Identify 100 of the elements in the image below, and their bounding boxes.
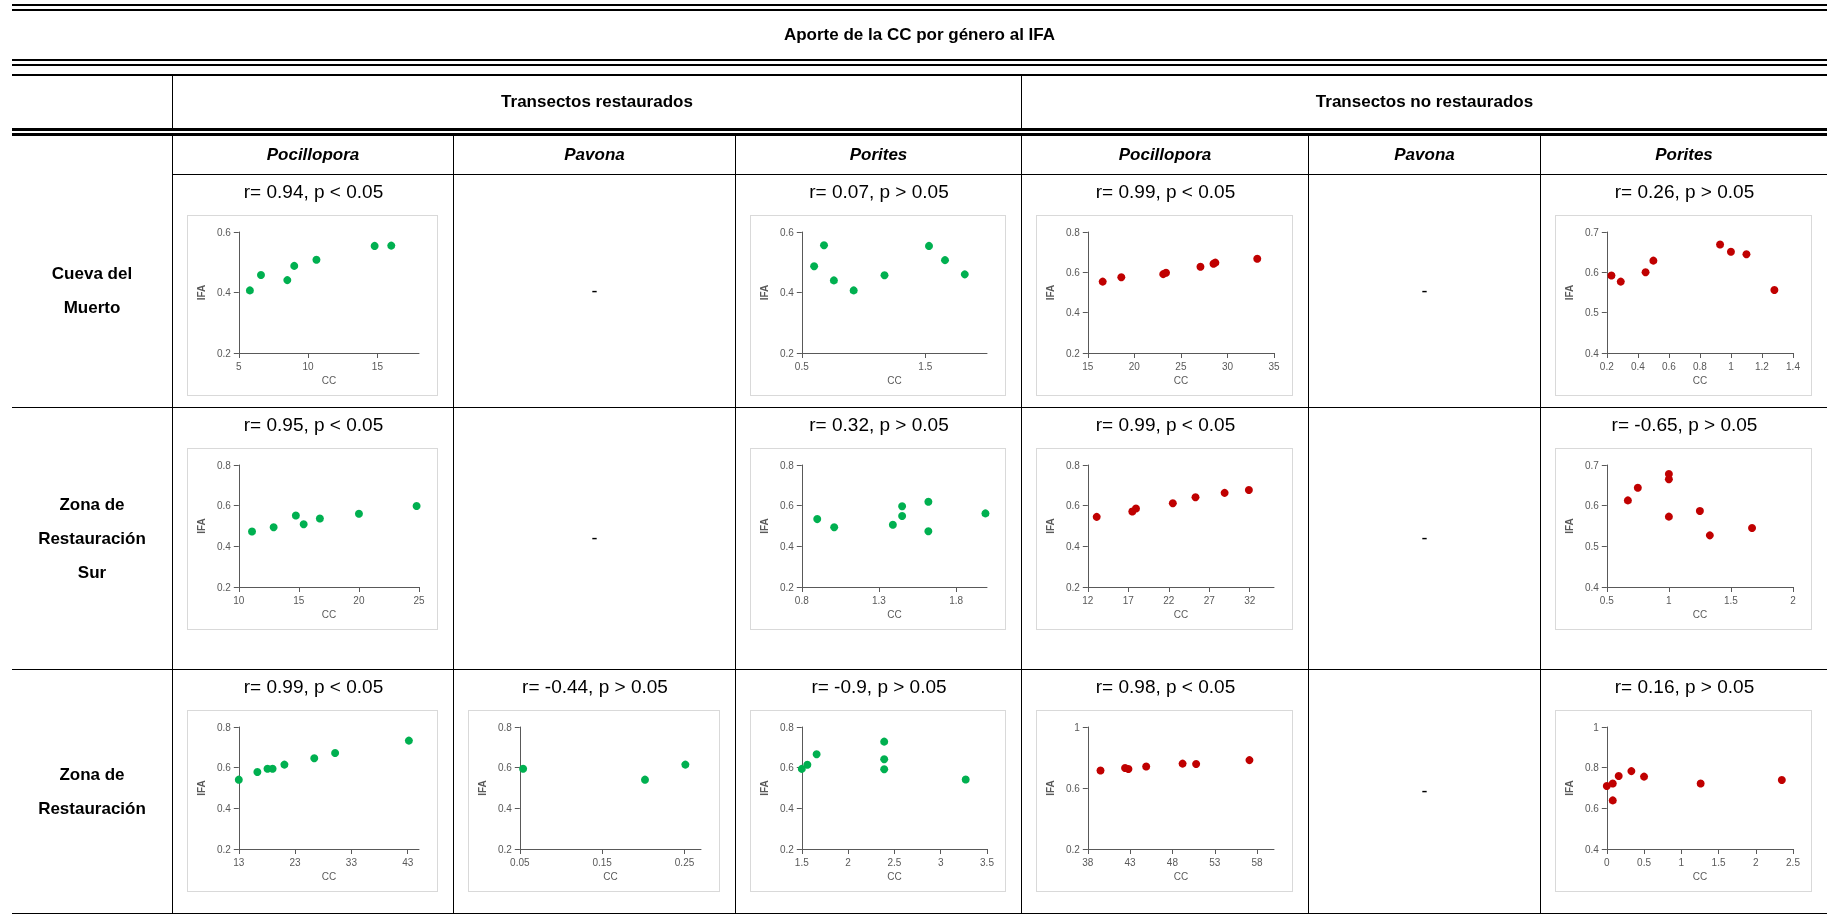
x-tick-label: 58	[1251, 856, 1264, 868]
y-axis-title: IFA	[758, 780, 770, 796]
x-axis-title: CC	[1692, 375, 1708, 387]
text: -	[1309, 408, 1540, 669]
y-tick-label: 0.6	[1584, 266, 1600, 278]
y-tick-label: 0.7	[1584, 226, 1600, 238]
x-tick-label: 2	[845, 856, 852, 868]
text: Porites	[1540, 136, 1827, 175]
y-tick-label: 0.2	[1065, 581, 1081, 593]
y-tick-label: 0.4	[1584, 347, 1600, 359]
y-tick-label: 0.8	[779, 459, 795, 471]
y-tick-label: 0.6	[216, 762, 232, 774]
y-tick-label: 0.4	[779, 287, 795, 298]
x-tick-label: 0.5	[1599, 594, 1615, 606]
x-tick-label: 1.4	[1786, 360, 1801, 372]
x-tick-label: 27	[1203, 594, 1216, 606]
y-axis-title: IFA	[476, 780, 488, 796]
x-axis-title: CC	[1173, 375, 1189, 387]
y-tick-label: 0.4	[216, 540, 232, 552]
y-tick-label: 0.6	[779, 500, 795, 512]
chart-title: r= 0.07, p > 0.05	[808, 181, 950, 204]
x-tick-label: 1.2	[1755, 360, 1770, 372]
x-tick-label: 0.5	[794, 360, 810, 372]
x-tick-label: 20	[353, 594, 365, 606]
x-tick-label: 32	[1244, 594, 1256, 606]
x-axis-title: CC	[1173, 609, 1189, 621]
text: Pavona	[1308, 136, 1540, 175]
y-axis-title: IFA	[1563, 518, 1575, 534]
x-axis-title: CC	[321, 871, 337, 883]
y-tick-label: 0.2	[216, 581, 232, 593]
y-tick-label: 0.4	[779, 802, 795, 814]
y-tick-label: 0.2	[779, 843, 795, 855]
x-axis-title: CC	[321, 609, 337, 621]
x-tick-label: 43	[402, 856, 414, 868]
y-tick-label: 0.8	[1065, 459, 1081, 471]
x-tick-label: 5	[236, 360, 243, 372]
y-axis-title: IFA	[758, 518, 770, 534]
y-tick-label: 0.4	[216, 802, 232, 814]
x-axis-title: CC	[1692, 871, 1708, 883]
x-tick-label: 20	[1128, 360, 1141, 372]
x-axis-title: CC	[603, 871, 618, 883]
text: Aporte de la CC por género al IFA	[12, 4, 1827, 66]
chart-title: r= 0.32, p > 0.05	[808, 414, 950, 437]
x-tick-label: 1.5	[918, 360, 933, 372]
chart-title: r= 0.95, p < 0.05	[242, 414, 385, 437]
x-axis-title: CC	[321, 375, 337, 387]
chart-title: r= 0.99, p < 0.05	[1094, 181, 1237, 204]
x-tick-label: 12	[1082, 594, 1094, 606]
y-axis-title: IFA	[195, 780, 207, 796]
y-axis-title: IFA	[1563, 284, 1575, 301]
y-tick-label: 1	[1074, 721, 1081, 733]
y-tick-label: 0.5	[1584, 540, 1600, 552]
y-tick-label: 0.2	[216, 843, 232, 855]
y-axis-title: IFA	[1044, 284, 1056, 301]
y-axis-title: IFA	[195, 518, 207, 534]
x-tick-label: 10	[233, 594, 245, 606]
chart-title: r= 0.98, p < 0.05	[1094, 676, 1237, 699]
x-tick-label: 43	[1124, 856, 1137, 868]
x-tick-label: 25	[1175, 360, 1187, 372]
x-tick-label: 1	[1728, 360, 1735, 372]
y-tick-label: 0.6	[1065, 266, 1081, 278]
text: -	[1309, 670, 1540, 913]
x-tick-label: 33	[345, 856, 358, 868]
y-tick-label: 0.7	[1584, 459, 1600, 471]
y-tick-label: 0.2	[779, 581, 795, 593]
text: Pocillopora	[172, 136, 453, 175]
chart-title: r= 0.94, p < 0.05	[242, 181, 385, 204]
x-tick-label: 0.2	[1599, 360, 1615, 372]
y-tick-label: 0.8	[1584, 762, 1600, 774]
x-tick-label: 1.5	[1723, 594, 1739, 606]
x-tick-label: 35	[1268, 360, 1280, 372]
x-tick-label: 0.4	[1630, 360, 1646, 372]
y-axis-title: IFA	[195, 284, 207, 301]
x-tick-label: 0.6	[1661, 360, 1677, 372]
x-tick-label: 0.05	[510, 856, 530, 868]
y-tick-label: 0.8	[1065, 226, 1081, 238]
y-tick-label: 0.8	[497, 721, 513, 733]
chart-title: r= 0.99, p < 0.05	[1094, 414, 1237, 437]
x-tick-label: 2	[1752, 856, 1759, 868]
text: Zona de Restauración	[37, 763, 147, 820]
y-tick-label: 0.4	[779, 540, 795, 552]
chart-title: r= 0.99, p < 0.05	[242, 676, 385, 699]
y-tick-label: 0.4	[1065, 540, 1081, 552]
x-tick-label: 0.8	[1692, 360, 1708, 372]
y-tick-label: 0.2	[1065, 843, 1081, 855]
chart-title: r= 0.26, p > 0.05	[1613, 181, 1756, 204]
y-tick-label: 0.8	[216, 721, 232, 733]
text: Pavona	[453, 136, 735, 175]
x-tick-label: 2	[1790, 594, 1797, 606]
y-tick-label: 0.6	[216, 226, 232, 238]
y-tick-label: 0.6	[779, 226, 795, 238]
text: Porites	[735, 136, 1021, 175]
x-axis-title: CC	[887, 871, 902, 883]
x-tick-label: 15	[1082, 360, 1094, 372]
text: Transectos restaurados	[172, 76, 1021, 128]
x-tick-label: 1.5	[794, 856, 810, 868]
y-tick-label: 0.6	[497, 762, 513, 774]
text: -	[1309, 175, 1540, 407]
y-axis-title: IFA	[1044, 518, 1056, 534]
x-tick-label: 22	[1163, 594, 1175, 606]
